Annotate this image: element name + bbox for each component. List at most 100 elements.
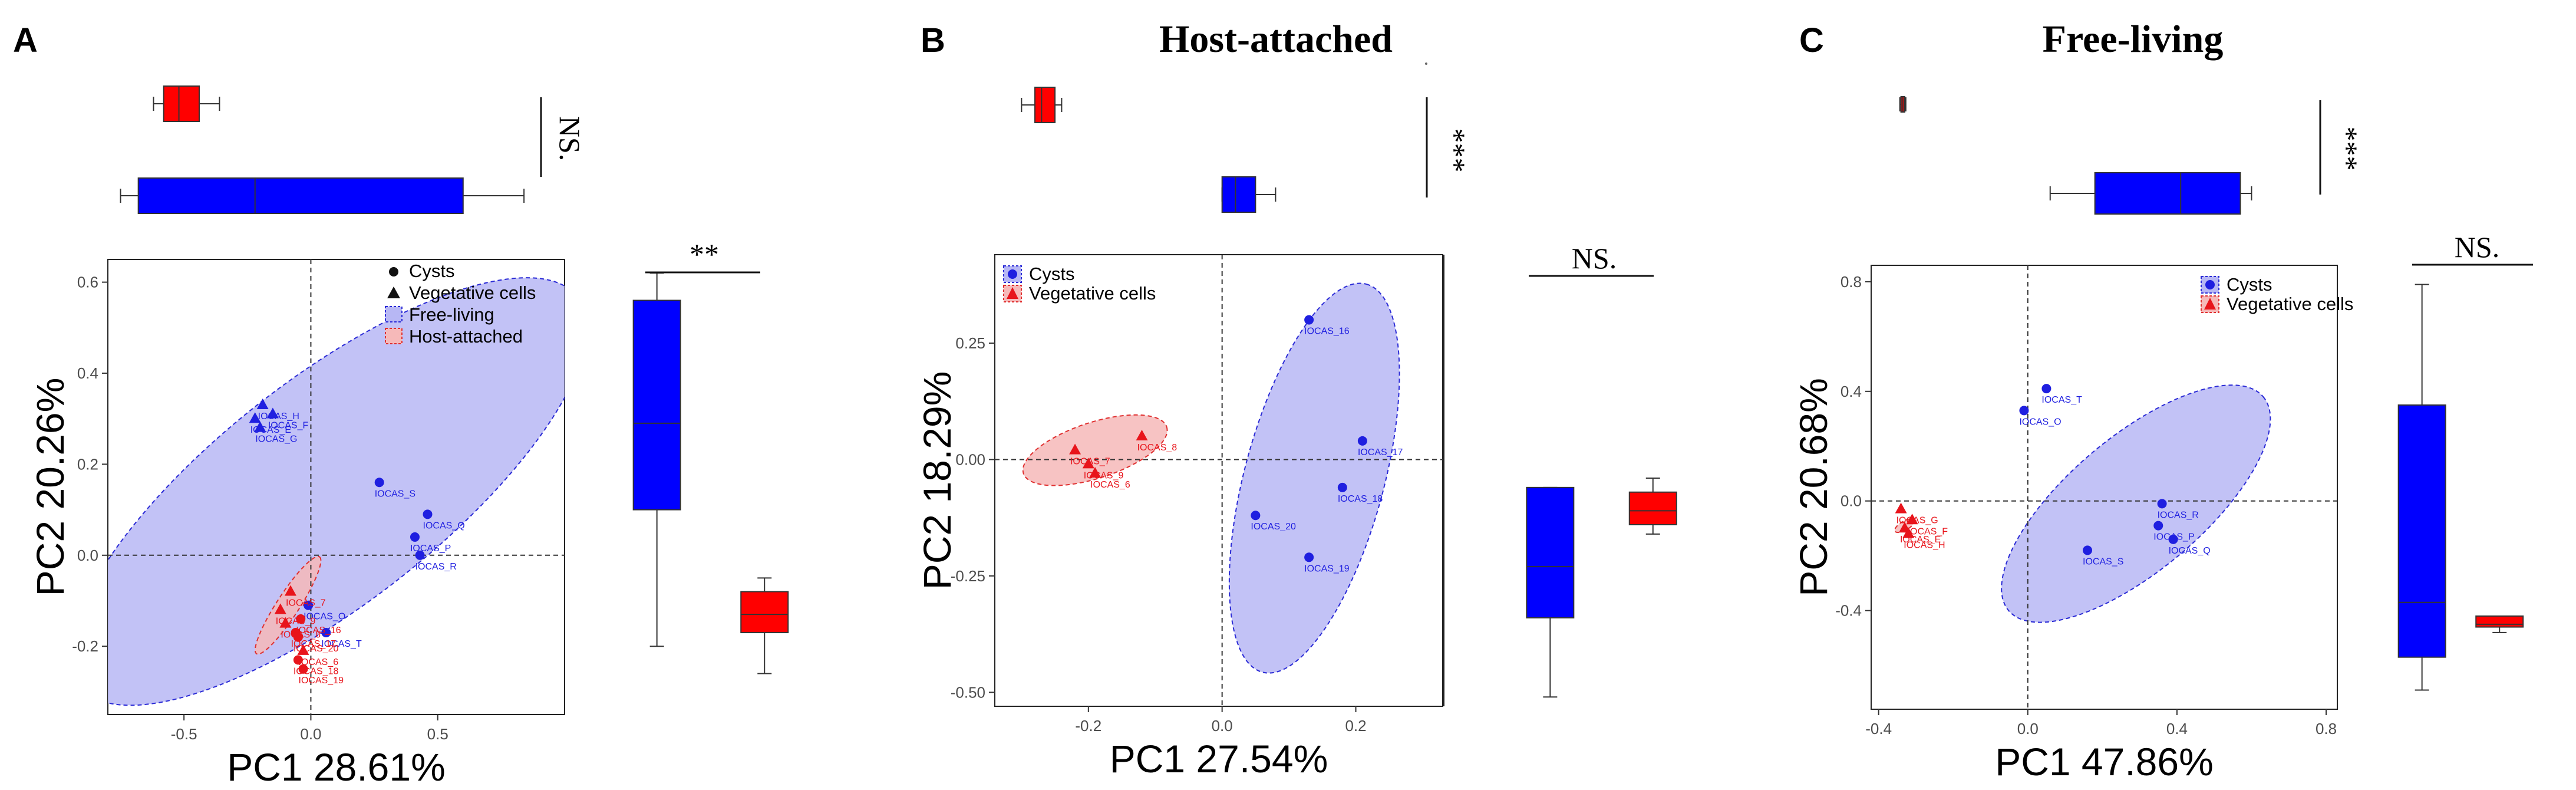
stray-dot: [1425, 62, 1427, 65]
point-label: IOCAS_F: [1908, 526, 1948, 536]
y-tick-label: 0.4: [1841, 383, 1862, 400]
point-label: IOCAS_H: [258, 412, 299, 422]
panel-title: Host-attached: [1159, 18, 1393, 61]
point-label: IOCAS_T: [321, 639, 362, 649]
point-label: IOCAS_7: [286, 598, 326, 608]
point-marker: [415, 550, 425, 560]
legend-label: Host-attached: [409, 326, 523, 347]
point-label: IOCAS_G: [1896, 516, 1938, 526]
legend-marker: [1008, 269, 1017, 279]
point-marker: [321, 628, 331, 638]
significance-label: ***: [2331, 127, 2364, 171]
point-label: IOCAS_R: [415, 562, 457, 572]
pc2-boxplot: NS.: [1443, 242, 1677, 706]
y-tick-label: 0.0: [77, 547, 98, 564]
point-marker: [285, 585, 296, 596]
panel-title: Free-living: [2043, 18, 2224, 61]
point-label: IOCAS_16: [1304, 327, 1350, 337]
y-tick-label: 0.2: [77, 455, 98, 473]
point-label: IOCAS_S: [2083, 557, 2123, 567]
panel-letter: B: [921, 21, 945, 60]
point-label: IOCAS_6: [1090, 480, 1130, 490]
significance-label: NS.: [2455, 231, 2499, 264]
point-marker: [1082, 457, 1094, 469]
point-label: IOCAS_Q: [2169, 546, 2211, 556]
x-tick-label: -0.2: [1075, 717, 1101, 735]
pc2-boxplot: **: [632, 238, 789, 674]
significance-label: ***: [1439, 129, 1472, 173]
plot-area: IOCAS_HIOCAS_EIOCAS_FIOCAS_GIOCAS_SIOCAS…: [108, 259, 565, 715]
legend-label: Vegetative cells: [2227, 294, 2353, 314]
point-marker: [2157, 499, 2167, 509]
point-label: IOCAS_P: [410, 544, 451, 554]
box-body: [2094, 172, 2241, 215]
x-tick-label: 0.0: [2017, 720, 2039, 738]
point-marker: [1906, 514, 1918, 525]
x-tick-label: -0.4: [1865, 720, 1892, 738]
legend-marker: [1007, 287, 1018, 299]
panel-letter: C: [1799, 21, 1824, 60]
point-label: IOCAS_O: [2019, 417, 2061, 427]
legend-label: Free-living: [409, 304, 494, 325]
point-label: IOCAS_T: [2041, 395, 2082, 405]
legend-marker: [2204, 298, 2216, 310]
point-marker: [1902, 527, 1915, 538]
y-tick-label: 0.8: [1841, 273, 1862, 291]
point-marker: [2153, 521, 2163, 531]
y-tick-label: -0.25: [951, 567, 985, 585]
point-label: IOCAS_O: [304, 612, 345, 622]
point-label: IOCAS_G: [255, 434, 297, 445]
point-label: IOCAS_Q: [423, 521, 465, 531]
point-marker: [293, 632, 303, 642]
point-marker: [2168, 534, 2178, 544]
x-tick-label: -0.5: [171, 725, 197, 743]
panel-a: AIOCAS_HIOCAS_EIOCAS_FIOCAS_GIOCAS_SIOCA…: [13, 21, 789, 789]
ellipse-host-attached: [254, 555, 322, 655]
x-tick-label: 0.4: [2166, 720, 2188, 738]
point-label: IOCAS_20: [1251, 522, 1296, 532]
x-axis-title: PC1 27.54%: [1110, 737, 1328, 781]
ellipse-vegetative-cells: [1022, 414, 1168, 486]
y-tick-label: 0.00: [955, 450, 985, 468]
point-marker: [2019, 406, 2029, 416]
y-axis-title: PC2 18.29%: [915, 371, 959, 590]
ellipse-cysts: [2001, 384, 2271, 623]
pc2-boxplot: NS.: [2397, 231, 2533, 691]
point-label: IOCAS_9: [1084, 470, 1124, 480]
panel-c: CFree-livingIOCAS_TIOCAS_OIOCAS_RIOCAS_P…: [1792, 18, 2533, 784]
legend-marker: [2205, 280, 2215, 289]
point-marker: [297, 644, 309, 655]
y-tick-label: -0.2: [72, 637, 98, 655]
legend-symbol: [385, 306, 403, 322]
point-marker: [1304, 552, 1314, 562]
point-marker: [1251, 511, 1261, 521]
box-body: [1221, 176, 1256, 213]
legend-symbol: [387, 287, 400, 298]
legend-symbol: [385, 328, 403, 344]
point-marker: [2041, 384, 2051, 394]
point-marker: [249, 412, 261, 423]
point-marker: [304, 600, 314, 610]
point-marker: [1089, 467, 1101, 478]
box-body: [1526, 486, 1575, 618]
point-marker: [1895, 502, 1907, 514]
box-body: [163, 85, 200, 122]
point-marker: [256, 399, 269, 410]
y-tick-label: 0.0: [1841, 492, 1862, 510]
point-marker: [374, 478, 384, 488]
point-label: IOCAS_S: [375, 489, 415, 499]
legend-label: Cysts: [409, 261, 455, 281]
box-body: [740, 591, 789, 634]
x-tick-label: 0.2: [1345, 717, 1366, 735]
box-body: [137, 177, 464, 214]
point-marker: [1337, 482, 1347, 492]
pc1-boxplot: NS.: [120, 85, 586, 214]
significance-label: **: [690, 238, 719, 271]
point-label: IOCAS_H: [1904, 541, 1945, 551]
pc1-boxplot: ***: [1021, 87, 1472, 213]
x-tick-label: 0.8: [2316, 720, 2337, 738]
legend-label: Cysts: [1029, 264, 1075, 284]
point-label: IOCAS_16: [296, 626, 341, 636]
plot-area: IOCAS_TIOCAS_OIOCAS_RIOCAS_PIOCAS_QIOCAS…: [1871, 265, 2337, 709]
point-marker: [274, 603, 286, 614]
